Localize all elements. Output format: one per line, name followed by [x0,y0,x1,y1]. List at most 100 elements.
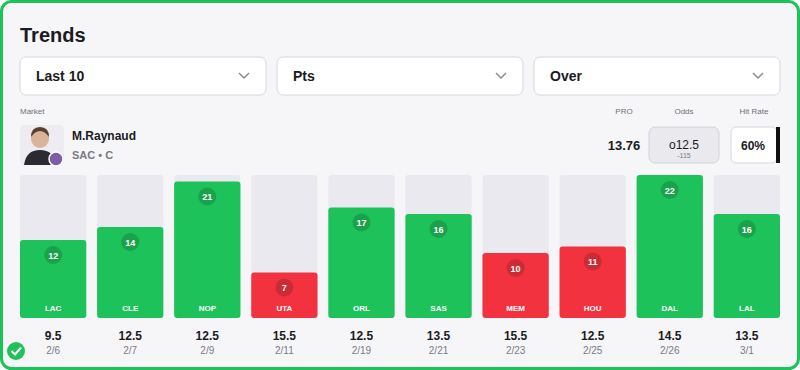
bar[interactable] [714,214,780,318]
filter-dropdown[interactable]: Over [534,57,780,95]
prop-line: 12.5 [581,329,605,343]
prop-line: 13.5 [427,329,451,343]
bar-track [560,175,626,318]
dropdown-box[interactable] [20,57,266,95]
avatar-hair [31,127,49,137]
odds-line[interactable]: o12.5 [669,138,699,152]
data-label: 10 [511,264,521,274]
odds-box[interactable] [649,127,719,163]
dropdown-box[interactable] [277,57,523,95]
label-badge [584,253,602,271]
dropdown-label[interactable]: Pts [293,68,315,84]
data-label: 12 [48,251,58,261]
prop-line: 14.5 [658,329,682,343]
game-date: 2/21 [429,345,449,356]
avatar-bg [20,125,64,165]
category-label: CLE [122,304,139,313]
dropdown-chevron[interactable] [753,73,763,78]
game-date: 2/7 [123,345,137,356]
category-label: SAS [430,304,447,313]
bar[interactable] [560,247,626,319]
bar-texts: 12LAC14CLE21NOP7UTA17ORL16SAS10MEM11HOU2… [44,181,756,313]
category-label: LAC [45,304,62,313]
label-badge [661,181,679,199]
bar[interactable] [482,253,548,318]
bar[interactable] [97,227,163,318]
label-badge [275,279,293,297]
data-label: 16 [742,225,752,235]
data-label: 11 [588,257,598,267]
bar-track [97,175,163,318]
bar-track [405,175,471,318]
label-badge [121,233,139,251]
bar[interactable] [405,214,471,318]
player-avatar [20,125,64,166]
game-date: 2/9 [200,345,214,356]
bar[interactable] [174,182,240,319]
dropdown-box[interactable] [534,57,780,95]
category-label: HOU [584,304,602,313]
odds-price[interactable]: -115 [677,152,691,159]
prop-line: 12.5 [196,329,220,343]
dropdown-label[interactable]: Last 10 [36,68,84,84]
bar-track [482,175,548,318]
bar-track [328,175,394,318]
column-label: PRO [615,107,632,116]
column-label: Hit Rate [740,107,769,116]
game-date: 3/1 [740,345,754,356]
hit-rate-box [731,127,777,163]
prop-line: 15.5 [504,329,528,343]
bars [20,175,780,318]
category-label: DAL [662,304,679,313]
card [2,2,799,369]
bar[interactable] [20,240,86,318]
label-badge [507,259,525,277]
column-label: Odds [674,107,693,116]
dropdown-label[interactable]: Over [550,68,582,84]
player-name[interactable]: M.Raynaud [72,129,136,143]
bar-track [174,175,240,318]
check-badge [7,342,25,360]
category-label: ORL [353,304,370,313]
game-date: 2/23 [506,345,526,356]
label-badge [352,214,370,232]
game-date: 2/25 [583,345,603,356]
team-logo [49,152,63,166]
category-label: MEM [506,304,525,313]
bar-track [251,175,317,318]
prop-line: 15.5 [273,329,297,343]
data-label: 22 [665,186,675,196]
data-label: 7 [282,283,287,293]
bar-track [20,175,86,318]
bar[interactable] [328,208,394,319]
bar[interactable] [251,273,317,319]
dropdown-chevron[interactable] [239,73,249,78]
prop-line: 9.5 [45,329,62,343]
label-badge [738,220,756,238]
label-badge [44,246,62,264]
trends-card: Trends Last 10 Pts Over Market PRO Odds Hit Rat… [0,0,800,370]
label-badge [430,220,448,238]
title: Trends [20,24,86,46]
column-label: Market [20,107,45,116]
data-label: 14 [125,238,135,248]
check-mark [12,348,22,355]
category-label: LAL [739,304,755,313]
category-label: UTA [276,304,292,313]
filter-dropdown[interactable]: Pts [277,57,523,95]
range-tracks [20,175,780,318]
player-team: SAC • C [72,149,113,161]
data-label: 16 [434,225,444,235]
filter-dropdown[interactable]: Last 10 [20,57,266,95]
check-circle [7,342,25,360]
dropdown-chevron[interactable] [496,73,506,78]
game-date: 2/6 [46,345,60,356]
prop-line: 12.5 [119,329,143,343]
data-label: 21 [202,192,212,202]
prop-line: 12.5 [350,329,374,343]
pro-value: 13.76 [608,138,641,153]
bar[interactable] [637,175,703,318]
data-label: 17 [356,218,366,228]
hit-rate-value: 60% [741,139,765,153]
game-date: 2/19 [352,345,372,356]
